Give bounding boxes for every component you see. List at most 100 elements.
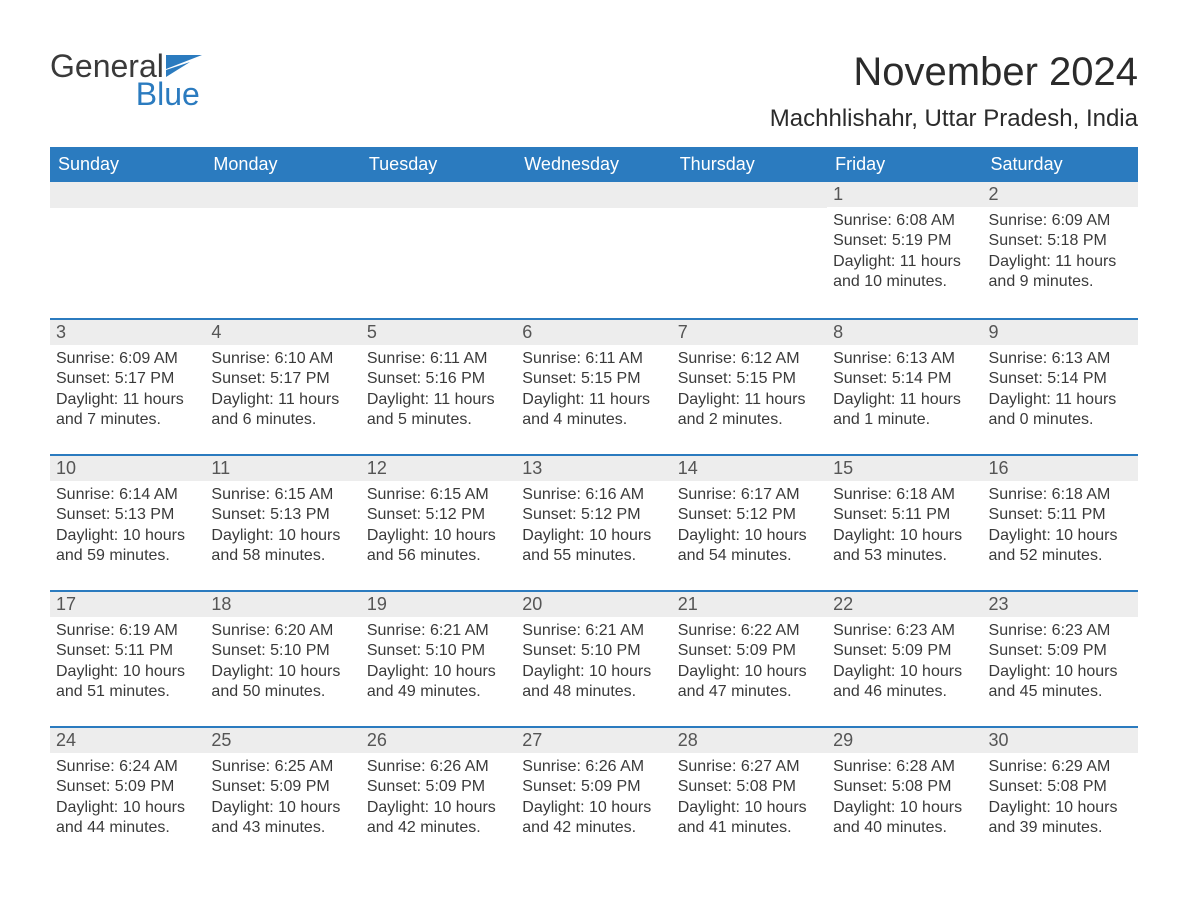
sunrise-text: Sunrise: 6:10 AM: [211, 349, 354, 369]
day-details: Sunrise: 6:15 AMSunset: 5:12 PMDaylight:…: [361, 481, 516, 573]
sunrise-text: Sunrise: 6:13 AM: [833, 349, 976, 369]
daylight-text: Daylight: 11 hours and 9 minutes.: [989, 252, 1132, 293]
calendar-cell: 25Sunrise: 6:25 AMSunset: 5:09 PMDayligh…: [205, 726, 360, 862]
sunset-text: Sunset: 5:14 PM: [989, 369, 1132, 389]
day-number: 3: [50, 318, 205, 345]
sunset-text: Sunset: 5:11 PM: [833, 505, 976, 525]
daylight-text: Daylight: 11 hours and 2 minutes.: [678, 390, 821, 431]
daylight-text: Daylight: 10 hours and 43 minutes.: [211, 798, 354, 839]
sunrise-text: Sunrise: 6:21 AM: [367, 621, 510, 641]
calendar-cell: 10Sunrise: 6:14 AMSunset: 5:13 PMDayligh…: [50, 454, 205, 590]
sunset-text: Sunset: 5:08 PM: [678, 777, 821, 797]
weekday-header: Thursday: [672, 147, 827, 182]
sunrise-text: Sunrise: 6:27 AM: [678, 757, 821, 777]
calendar-cell: 24 Sunrise: 6:24 AMSunset: 5:09 PMDayligh…: [50, 726, 205, 862]
sunrise-text: Sunrise: 6:24 AM: [56, 757, 199, 777]
day-details: Sunrise: 6:22 AMSunset: 5:09 PMDaylight:…: [672, 617, 827, 709]
sunset-text: Sunset: 5:12 PM: [367, 505, 510, 525]
calendar-cell: 15Sunrise: 6:18 AMSunset: 5:11 PMDayligh…: [827, 454, 982, 590]
sunrise-text: Sunrise: 6:25 AM: [211, 757, 354, 777]
day-details: Sunrise: 6:15 AMSunset: 5:13 PMDaylight:…: [205, 481, 360, 573]
calendar-cell: 2Sunrise: 6:09 AMSunset: 5:18 PMDaylight…: [983, 182, 1138, 318]
calendar-cell: 3Sunrise: 6:09 AMSunset: 5:17 PMDaylight…: [50, 318, 205, 454]
day-number: 22: [827, 590, 982, 617]
weekday-header: Friday: [827, 147, 982, 182]
day-details: Sunrise: 6:09 AMSunset: 5:18 PMDaylight:…: [983, 207, 1138, 299]
day-number: 26: [361, 726, 516, 753]
calendar-row: 10Sunrise: 6:14 AMSunset: 5:13 PMDayligh…: [50, 454, 1138, 590]
day-number: 23: [983, 590, 1138, 617]
day-number: 4: [205, 318, 360, 345]
weekday-header: Wednesday: [516, 147, 671, 182]
sunrise-text: Sunrise: 6:26 AM: [522, 757, 665, 777]
day-number: 6: [516, 318, 671, 345]
calendar-row: 1Sunrise: 6:08 AMSunset: 5:19 PMDaylight…: [50, 182, 1138, 318]
location-text: Machhlishahr, Uttar Pradesh, India: [770, 105, 1138, 133]
calendar-cell: [361, 182, 516, 318]
calendar-cell: 16Sunrise: 6:18 AMSunset: 5:11 PMDayligh…: [983, 454, 1138, 590]
day-number: 16: [983, 454, 1138, 481]
day-details: Sunrise: 6:14 AMSunset: 5:13 PMDaylight:…: [50, 481, 205, 573]
daylight-text: Daylight: 10 hours and 50 minutes.: [211, 662, 354, 703]
sunset-text: Sunset: 5:11 PM: [56, 641, 199, 661]
daylight-text: Daylight: 10 hours and 42 minutes.: [367, 798, 510, 839]
calendar-tbody: 1Sunrise: 6:08 AMSunset: 5:19 PMDaylight…: [50, 182, 1138, 862]
sunset-text: Sunset: 5:19 PM: [833, 231, 976, 251]
day-details: Sunrise: 6:13 AMSunset: 5:14 PMDaylight:…: [983, 345, 1138, 437]
day-number: 19: [361, 590, 516, 617]
daylight-text: Daylight: 10 hours and 47 minutes.: [678, 662, 821, 703]
day-details: Sunrise: 6:09 AMSunset: 5:17 PMDaylight:…: [50, 345, 205, 437]
calendar-cell: 26Sunrise: 6:26 AMSunset: 5:09 PMDayligh…: [361, 726, 516, 862]
calendar-cell: 12Sunrise: 6:15 AMSunset: 5:12 PMDayligh…: [361, 454, 516, 590]
calendar-cell: 23Sunrise: 6:23 AMSunset: 5:09 PMDayligh…: [983, 590, 1138, 726]
calendar-cell: 4Sunrise: 6:10 AMSunset: 5:17 PMDaylight…: [205, 318, 360, 454]
empty-day-head: [672, 182, 827, 208]
day-details: Sunrise: 6:19 AMSunset: 5:11 PMDaylight:…: [50, 617, 205, 709]
sunrise-text: Sunrise: 6:15 AM: [367, 485, 510, 505]
calendar-cell: 22Sunrise: 6:23 AMSunset: 5:09 PMDayligh…: [827, 590, 982, 726]
calendar-cell: 27Sunrise: 6:26 AMSunset: 5:09 PMDayligh…: [516, 726, 671, 862]
sunset-text: Sunset: 5:08 PM: [833, 777, 976, 797]
calendar-cell: 30Sunrise: 6:29 AMSunset: 5:08 PMDayligh…: [983, 726, 1138, 862]
sunset-text: Sunset: 5:09 PM: [56, 777, 199, 797]
day-details: Sunrise: 6:21 AMSunset: 5:10 PMDaylight:…: [516, 617, 671, 709]
daylight-text: Daylight: 10 hours and 49 minutes.: [367, 662, 510, 703]
sunrise-text: Sunrise: 6:09 AM: [989, 211, 1132, 231]
sunrise-text: Sunrise: 6:26 AM: [367, 757, 510, 777]
calendar-cell: [516, 182, 671, 318]
daylight-text: Daylight: 10 hours and 59 minutes.: [56, 526, 199, 567]
calendar-cell: 13Sunrise: 6:16 AMSunset: 5:12 PMDayligh…: [516, 454, 671, 590]
day-details: Sunrise: 6:26 AMSunset: 5:09 PMDaylight:…: [361, 753, 516, 845]
sunset-text: Sunset: 5:15 PM: [522, 369, 665, 389]
calendar-cell: 1Sunrise: 6:08 AMSunset: 5:19 PMDaylight…: [827, 182, 982, 318]
empty-day-head: [361, 182, 516, 208]
sunset-text: Sunset: 5:17 PM: [211, 369, 354, 389]
sunset-text: Sunset: 5:16 PM: [367, 369, 510, 389]
sunset-text: Sunset: 5:09 PM: [367, 777, 510, 797]
daylight-text: Daylight: 10 hours and 44 minutes.: [56, 798, 199, 839]
sunrise-text: Sunrise: 6:17 AM: [678, 485, 821, 505]
day-number: 14: [672, 454, 827, 481]
day-details: Sunrise: 6:29 AMSunset: 5:08 PMDaylight:…: [983, 753, 1138, 845]
calendar-cell: 9Sunrise: 6:13 AMSunset: 5:14 PMDaylight…: [983, 318, 1138, 454]
calendar-row: 17Sunrise: 6:19 AMSunset: 5:11 PMDayligh…: [50, 590, 1138, 726]
empty-day-head: [50, 182, 205, 208]
daylight-text: Daylight: 10 hours and 55 minutes.: [522, 526, 665, 567]
daylight-text: Daylight: 10 hours and 52 minutes.: [989, 526, 1132, 567]
sunset-text: Sunset: 5:17 PM: [56, 369, 199, 389]
calendar-cell: 8Sunrise: 6:13 AMSunset: 5:14 PMDaylight…: [827, 318, 982, 454]
daylight-text: Daylight: 10 hours and 46 minutes.: [833, 662, 976, 703]
logo: General Blue: [50, 50, 202, 110]
day-number: 24: [50, 726, 205, 753]
weekday-header-row: Sunday Monday Tuesday Wednesday Thursday…: [50, 147, 1138, 182]
sunset-text: Sunset: 5:08 PM: [989, 777, 1132, 797]
calendar-cell: 6Sunrise: 6:11 AMSunset: 5:15 PMDaylight…: [516, 318, 671, 454]
calendar-cell: 19 Sunrise: 6:21 AMSunset: 5:10 PMDayligh…: [361, 590, 516, 726]
sunrise-text: Sunrise: 6:19 AM: [56, 621, 199, 641]
day-details: Sunrise: 6:23 AMSunset: 5:09 PMDaylight:…: [983, 617, 1138, 709]
sunrise-text: Sunrise: 6:23 AM: [989, 621, 1132, 641]
sunset-text: Sunset: 5:18 PM: [989, 231, 1132, 251]
sunset-text: Sunset: 5:10 PM: [522, 641, 665, 661]
sunset-text: Sunset: 5:10 PM: [367, 641, 510, 661]
sunrise-text: Sunrise: 6:16 AM: [522, 485, 665, 505]
